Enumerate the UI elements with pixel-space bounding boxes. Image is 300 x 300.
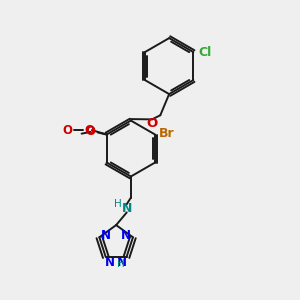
Text: O: O: [63, 124, 73, 136]
Text: H: H: [114, 200, 122, 209]
Text: Br: Br: [159, 127, 175, 140]
Text: H: H: [117, 259, 125, 269]
Text: N: N: [101, 229, 111, 242]
Text: O: O: [146, 117, 158, 130]
Text: N: N: [121, 229, 130, 242]
Text: Cl: Cl: [199, 46, 212, 59]
Text: O: O: [85, 124, 94, 136]
Text: O: O: [85, 125, 95, 138]
Text: N: N: [117, 256, 127, 269]
Text: N: N: [105, 256, 115, 269]
Text: N: N: [122, 202, 132, 214]
